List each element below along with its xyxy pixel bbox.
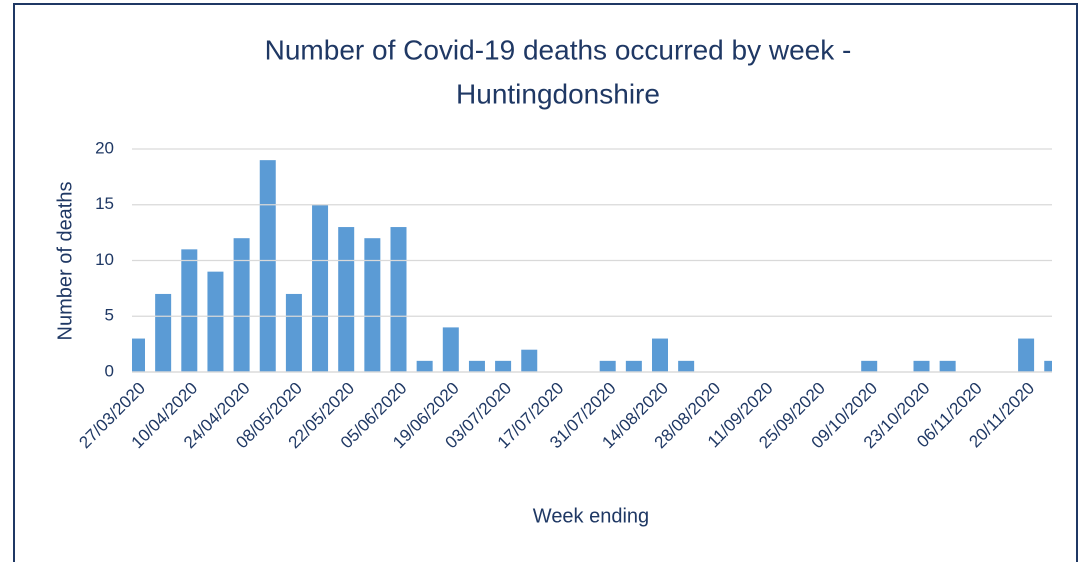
chart-title: Number of Covid-19 deaths occurred by we… [265,34,852,65]
bar [390,227,407,372]
bar [155,293,172,372]
bar [939,360,956,372]
bar [416,360,433,372]
bar [913,360,930,372]
bar [132,338,145,372]
bar [861,360,878,372]
y-tick-label: 20 [95,138,114,157]
bar [364,238,381,372]
bar [521,349,538,372]
bar [338,227,355,372]
bar [233,238,250,372]
bar [181,249,198,372]
bar [678,360,695,372]
y-tick-label: 0 [105,361,114,380]
bar [312,204,329,372]
y-axis-title: Number of deaths [54,182,76,341]
bar [442,327,459,372]
chart-title: Huntingdonshire [456,78,660,109]
x-axis-title: Week ending [533,505,649,527]
bar [468,360,485,372]
bar [285,293,302,372]
frame [13,3,1078,562]
y-tick-label: 5 [105,306,114,325]
bars [132,160,1052,372]
bar [495,360,512,372]
bar [207,271,224,372]
bar [1018,338,1035,372]
bar [652,338,668,372]
bar [1044,360,1052,372]
bar [625,360,642,372]
y-tick-label: 10 [95,250,114,269]
bar [599,360,616,372]
bar [259,160,276,372]
y-tick-label: 15 [95,194,114,213]
